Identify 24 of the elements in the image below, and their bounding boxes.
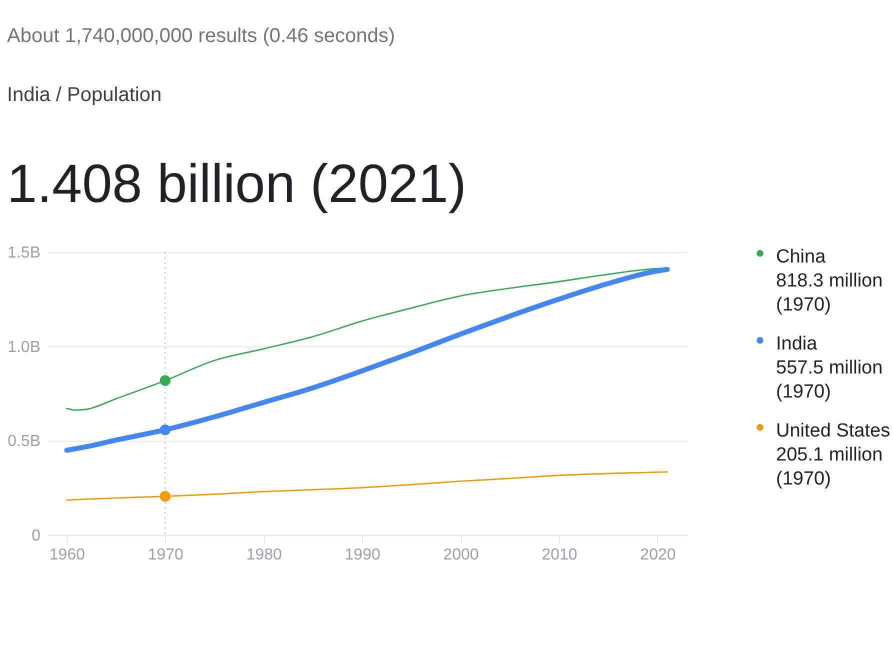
x-tick-label: 1970 [148, 546, 184, 564]
x-tick-label: 1960 [49, 546, 86, 564]
x-tick-label: 2010 [542, 546, 578, 564]
x-tick-label: 1980 [246, 546, 282, 564]
text: 205.1 million (1970) [776, 444, 883, 490]
y-tick-label: 1.5B [8, 244, 40, 262]
x-tick-label: 2000 [443, 546, 479, 564]
x-tick-label: 2020 [640, 546, 676, 564]
y-tick-label: 0 [32, 528, 41, 544]
legend-label: China [776, 246, 826, 268]
line-series [66, 471, 668, 501]
text: 557.5 million (1970) [776, 357, 883, 402]
x-tick-label: 1990 [344, 546, 380, 564]
chart-subtitle: India / Population [7, 84, 162, 106]
text: 818.3 million (1970) [776, 270, 883, 316]
point [160, 375, 171, 386]
y-tick-label: 0.5B [8, 433, 40, 450]
point [160, 424, 171, 436]
y-tick-label: 1.0B [8, 338, 40, 356]
point [160, 490, 171, 502]
chart-title: 1.408 billion (2021) [7, 154, 466, 214]
legend-label: United States [776, 420, 890, 442]
text: About 1,740,000,000 results (0.46 seconds) [7, 25, 396, 47]
legend-label: India [776, 333, 818, 354]
